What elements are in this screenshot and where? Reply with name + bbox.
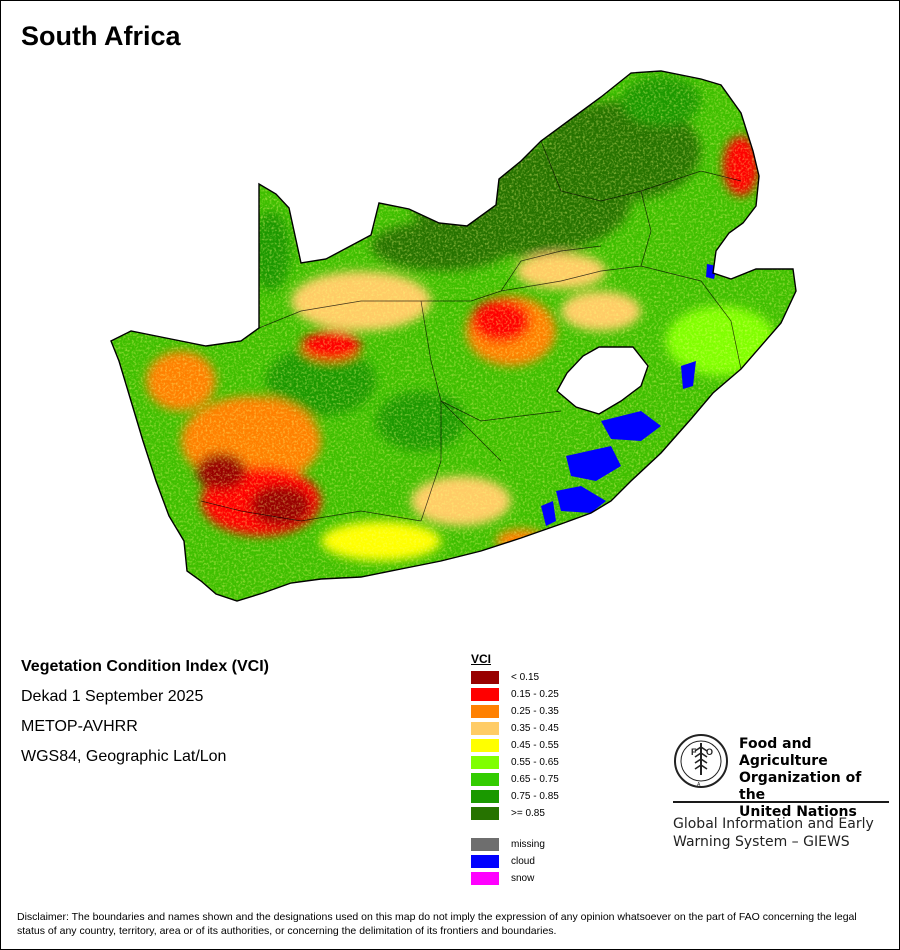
fao-emblem-icon: F O A (674, 734, 728, 788)
legend-label: 0.55 - 0.65 (511, 757, 559, 768)
legend-swatch (471, 705, 499, 718)
legend-swatch (471, 722, 499, 735)
legend-label: 0.25 - 0.35 (511, 706, 559, 717)
logo-divider (673, 801, 889, 803)
legend-swatch (471, 790, 499, 803)
legend-label: cloud (511, 856, 535, 867)
legend-item: 0.65 - 0.75 (471, 771, 559, 788)
legend: VCI < 0.15 0.15 - 0.25 0.25 - 0.35 0.35 - 0… (471, 652, 559, 887)
legend-item: snow (471, 870, 559, 887)
legend-item: missing (471, 836, 559, 853)
legend-item: 0.55 - 0.65 (471, 754, 559, 771)
legend-swatch (471, 773, 499, 786)
legend-label: snow (511, 873, 535, 884)
legend-swatch (471, 671, 499, 684)
svg-text:O: O (706, 747, 713, 757)
vci-map (110, 70, 797, 602)
svg-text:A: A (697, 782, 701, 788)
vci-raster (111, 71, 796, 601)
legend-label: missing (511, 839, 545, 850)
legend-swatch (471, 688, 499, 701)
product-name: Vegetation Condition Index (VCI) (21, 658, 269, 675)
projection-label: WGS84, Geographic Lat/Lon (21, 748, 227, 765)
legend-swatch (471, 855, 499, 868)
disclaimer: Disclaimer: The boundaries and names sho… (17, 911, 857, 937)
legend-label: 0.65 - 0.75 (511, 774, 559, 785)
legend-label: >= 0.85 (511, 808, 545, 819)
legend-item: cloud (471, 853, 559, 870)
legend-label: 0.35 - 0.45 (511, 723, 559, 734)
legend-label: < 0.15 (511, 672, 540, 683)
legend-item: < 0.15 (471, 669, 559, 686)
legend-swatch (471, 807, 499, 820)
legend-item: 0.15 - 0.25 (471, 686, 559, 703)
legend-item: 0.25 - 0.35 (471, 703, 559, 720)
legend-item: 0.45 - 0.55 (471, 737, 559, 754)
sensor-label: METOP-AVHRR (21, 718, 138, 735)
giews-label: Global Information and Early Warning Sys… (673, 816, 874, 850)
org-name: Food and Agriculture Organization of the… (739, 736, 862, 820)
legend-label: 0.75 - 0.85 (511, 791, 559, 802)
province-boundaries (200, 140, 742, 522)
legend-swatch (471, 872, 499, 885)
legend-swatch (471, 739, 499, 752)
map-title: South Africa (21, 21, 181, 51)
legend-item: >= 0.85 (471, 805, 559, 822)
legend-item: 0.75 - 0.85 (471, 788, 559, 805)
legend-swatch (471, 756, 499, 769)
period-label: Dekad 1 September 2025 (21, 688, 204, 705)
svg-text:F: F (691, 747, 697, 757)
legend-swatch (471, 838, 499, 851)
legend-label: 0.15 - 0.25 (511, 689, 559, 700)
legend-label: 0.45 - 0.55 (511, 740, 559, 751)
legend-item: 0.35 - 0.45 (471, 720, 559, 737)
map-info: Vegetation Condition Index (VCI) Dekad 1… (21, 658, 269, 778)
legend-title: VCI (471, 652, 492, 666)
